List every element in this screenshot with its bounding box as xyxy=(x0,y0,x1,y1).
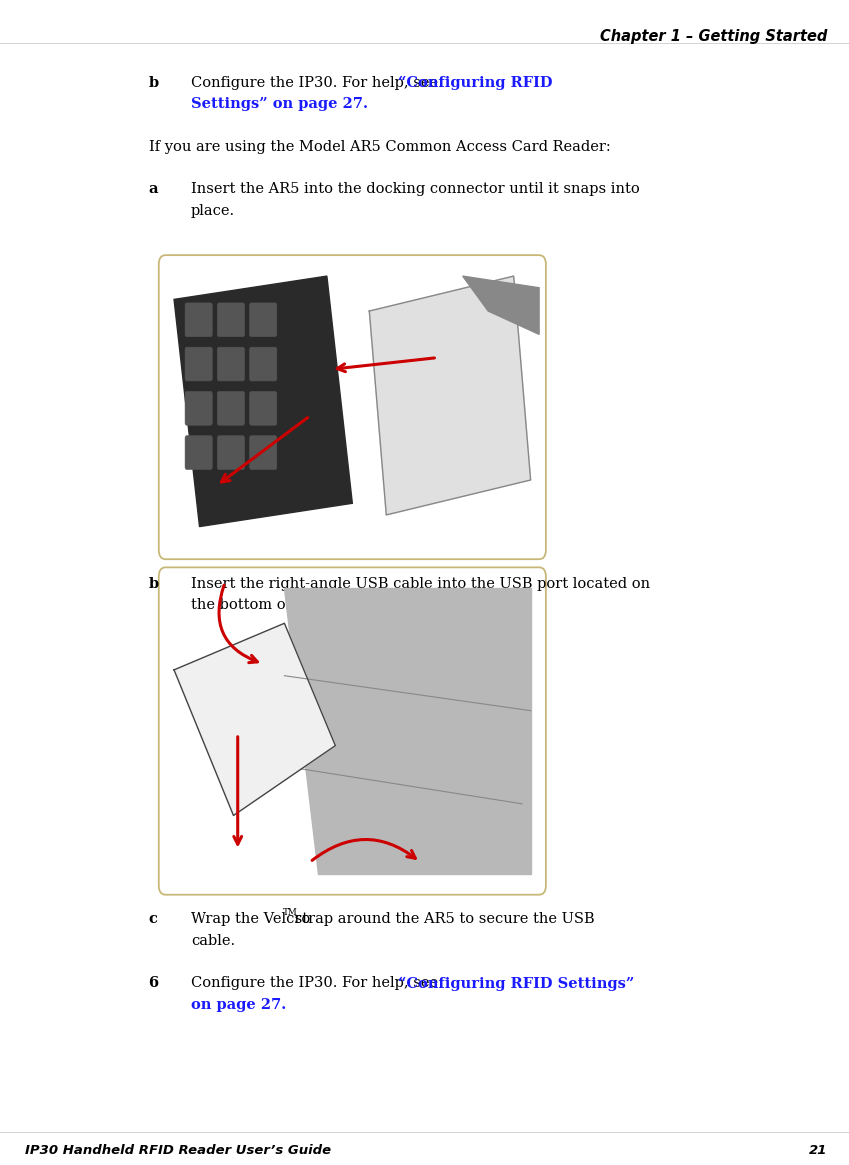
FancyBboxPatch shape xyxy=(217,347,245,381)
FancyBboxPatch shape xyxy=(217,391,245,425)
FancyBboxPatch shape xyxy=(217,436,245,469)
Text: b: b xyxy=(149,577,159,591)
Text: the bottom of the AR5.: the bottom of the AR5. xyxy=(191,599,360,613)
FancyBboxPatch shape xyxy=(217,303,245,337)
Text: on page 27.: on page 27. xyxy=(191,997,286,1012)
Text: place.: place. xyxy=(191,204,235,218)
Text: If you are using the Model AR5 Common Access Card Reader:: If you are using the Model AR5 Common Ac… xyxy=(149,140,610,154)
Polygon shape xyxy=(284,588,531,874)
FancyBboxPatch shape xyxy=(185,303,212,337)
Text: Chapter 1 – Getting Started: Chapter 1 – Getting Started xyxy=(600,29,828,44)
FancyBboxPatch shape xyxy=(250,436,277,469)
Polygon shape xyxy=(174,623,335,816)
FancyBboxPatch shape xyxy=(185,347,212,381)
FancyBboxPatch shape xyxy=(159,255,546,559)
Polygon shape xyxy=(463,276,539,334)
Text: a: a xyxy=(149,182,158,197)
FancyBboxPatch shape xyxy=(250,303,277,337)
Text: TM: TM xyxy=(283,908,297,917)
Text: b: b xyxy=(149,76,159,90)
Text: Configure the IP30. For help, see: Configure the IP30. For help, see xyxy=(191,76,443,90)
Text: “Configuring RFID: “Configuring RFID xyxy=(398,76,553,90)
FancyBboxPatch shape xyxy=(185,436,212,469)
Text: IP30 Handheld RFID Reader User’s Guide: IP30 Handheld RFID Reader User’s Guide xyxy=(25,1144,332,1157)
Polygon shape xyxy=(369,276,531,515)
FancyBboxPatch shape xyxy=(159,567,546,895)
Text: strap around the AR5 to secure the USB: strap around the AR5 to secure the USB xyxy=(290,912,594,926)
Text: 6: 6 xyxy=(149,976,159,990)
Text: c: c xyxy=(149,912,157,926)
Text: “Configuring RFID Settings”: “Configuring RFID Settings” xyxy=(398,976,635,990)
Text: Wrap the Velcro: Wrap the Velcro xyxy=(191,912,310,926)
Text: 21: 21 xyxy=(809,1144,828,1157)
Text: Insert the right-angle USB cable into the USB port located on: Insert the right-angle USB cable into th… xyxy=(191,577,650,591)
Text: Configure the IP30. For help, see: Configure the IP30. For help, see xyxy=(191,976,443,990)
Polygon shape xyxy=(174,276,352,527)
Text: Settings” on page 27.: Settings” on page 27. xyxy=(191,98,368,112)
FancyBboxPatch shape xyxy=(185,391,212,425)
Text: cable.: cable. xyxy=(191,934,235,948)
Text: Insert the AR5 into the docking connector until it snaps into: Insert the AR5 into the docking connecto… xyxy=(191,182,640,197)
FancyBboxPatch shape xyxy=(250,347,277,381)
FancyBboxPatch shape xyxy=(250,391,277,425)
